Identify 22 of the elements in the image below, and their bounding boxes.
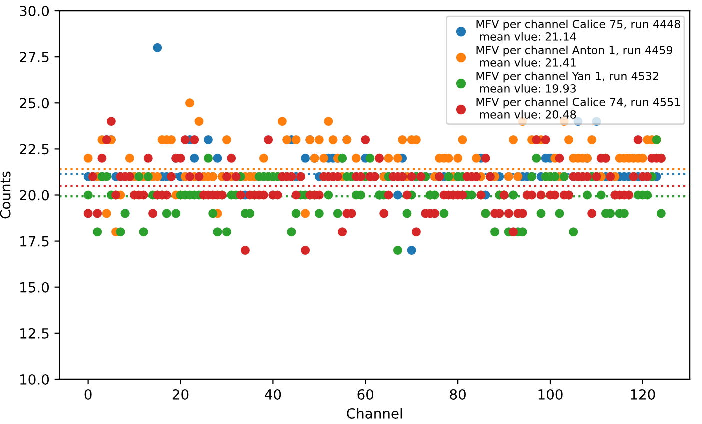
- x-axis-title: Channel: [347, 408, 402, 419]
- legend-label: MFV per channel Anton 1, run 4459 mean vlue: 21.41: [476, 46, 672, 67]
- x-tick-label: 0: [84, 389, 92, 400]
- y-tick-label: 12.5: [20, 328, 49, 339]
- y-axis-title: Counts: [0, 172, 11, 219]
- x-tick-label: 100: [538, 389, 563, 400]
- x-tick-label: 40: [265, 389, 282, 400]
- x-tick-label: 80: [450, 389, 466, 400]
- y-tick-label: 27.5: [20, 52, 49, 63]
- y-tick-label: 17.5: [20, 236, 49, 247]
- y-tick-label: 22.5: [20, 144, 49, 155]
- legend-label: MFV per channel Calice 74, run 4551 mean vlue: 20.48: [476, 98, 680, 119]
- x-tick-label: 120: [631, 389, 656, 400]
- legend-label: MFV per channel Calice 75, run 4448 mean vlue: 21.14: [476, 20, 680, 41]
- legend-label: MFV per channel Yan 1, run 4532 mean vlue: 19.93: [476, 72, 658, 93]
- y-tick-label: 20.0: [20, 190, 50, 201]
- y-tick-label: 10.0: [20, 374, 50, 385]
- y-tick-label: 25.0: [20, 98, 50, 109]
- y-tick-label: 30.0: [20, 6, 50, 16]
- x-tick-label: 20: [172, 389, 189, 400]
- y-tick-label: 15.0: [20, 282, 50, 293]
- x-tick-label: 60: [358, 389, 374, 400]
